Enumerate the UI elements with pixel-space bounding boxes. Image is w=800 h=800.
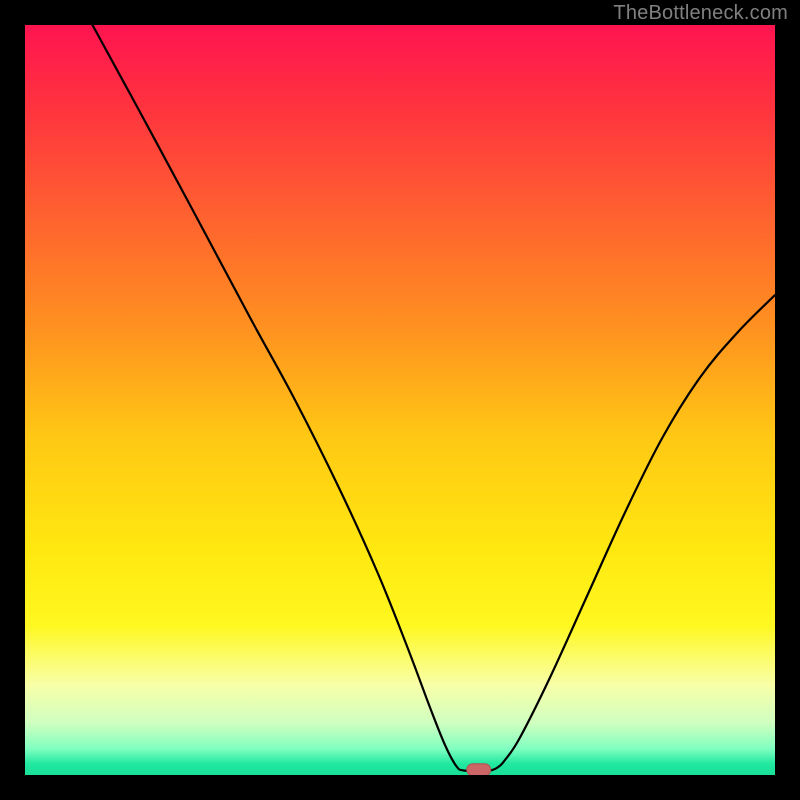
- minimum-marker: [467, 764, 491, 775]
- chart-root: TheBottleneck.com: [0, 0, 800, 800]
- plot-svg: [25, 25, 775, 775]
- watermark-text: TheBottleneck.com: [613, 2, 788, 25]
- gradient-background: [25, 25, 775, 775]
